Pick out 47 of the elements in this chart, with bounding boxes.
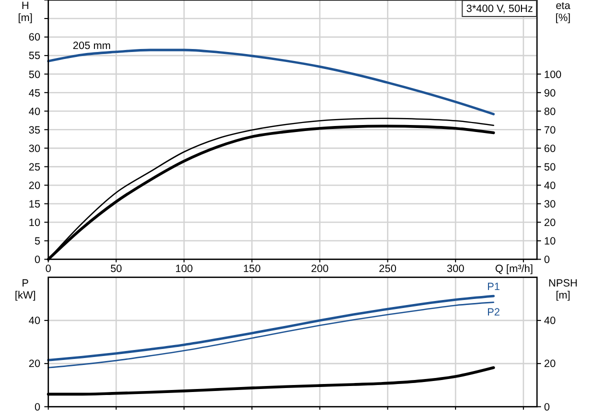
y-tick-label: 40 xyxy=(28,315,40,328)
series-label: P2 xyxy=(487,306,500,318)
x-tick-label: 150 xyxy=(243,262,261,275)
y-tick-label: 15 xyxy=(28,198,40,210)
x-tick-label: 300 xyxy=(446,262,464,275)
y2-tick-label: 40 xyxy=(544,315,556,328)
x-tick-label: 50 xyxy=(110,262,122,275)
y2-tick-label: 20 xyxy=(544,358,556,370)
x-tick-label: 200 xyxy=(311,262,329,275)
y-axis-title: P [kW] xyxy=(14,277,36,302)
y-tick-label: 0 xyxy=(34,254,40,266)
y2-tick-label: 0 xyxy=(544,254,550,266)
y2-tick-label: 50 xyxy=(544,161,556,174)
y-tick-label: 40 xyxy=(28,106,40,118)
y-tick-label: 45 xyxy=(28,87,40,100)
x-tick-label: 100 xyxy=(175,262,193,275)
y2-tick-label: 20 xyxy=(544,216,556,229)
y-tick-label: 30 xyxy=(28,142,40,155)
y2-tick-label: 70 xyxy=(544,124,556,136)
x-axis-title: Q [m³/h] xyxy=(495,262,534,275)
y2-tick-label: 30 xyxy=(544,198,556,210)
y2-axis-title: NPSH [m] xyxy=(548,277,578,302)
y2-tick-label: 90 xyxy=(544,87,556,100)
y2-tick-label: 100 xyxy=(544,68,562,81)
y2-tick-label: 0 xyxy=(544,401,550,414)
y-tick-label: 20 xyxy=(28,358,40,370)
y-tick-label: 25 xyxy=(28,161,40,174)
y2-tick-label: 40 xyxy=(544,180,556,192)
y2-tick-label: 60 xyxy=(544,142,556,155)
y-tick-label: 20 xyxy=(28,180,40,192)
y-tick-label: 5 xyxy=(34,235,40,248)
annotation: 205 mm xyxy=(72,40,111,52)
x-tick-label: 250 xyxy=(378,262,397,275)
y-tick-label: 55 xyxy=(28,50,40,62)
x-tick-label: 0 xyxy=(45,262,52,275)
line-series xyxy=(47,48,495,116)
y-tick-label: 0 xyxy=(34,401,40,414)
y-axis-title: H [m] xyxy=(18,0,33,24)
series-label: P1 xyxy=(487,281,500,294)
y-tick-label: 35 xyxy=(28,124,40,136)
chart-title: 3*400 V, 50Hz xyxy=(466,3,533,15)
y2-tick-label: 10 xyxy=(544,235,556,248)
y-tick-label: 50 xyxy=(28,68,40,81)
y2-axis-title: eta [%] xyxy=(555,0,571,24)
y2-tick-label: 80 xyxy=(544,106,556,118)
y-tick-label: 10 xyxy=(28,216,40,229)
y-tick-label: 60 xyxy=(28,32,40,44)
